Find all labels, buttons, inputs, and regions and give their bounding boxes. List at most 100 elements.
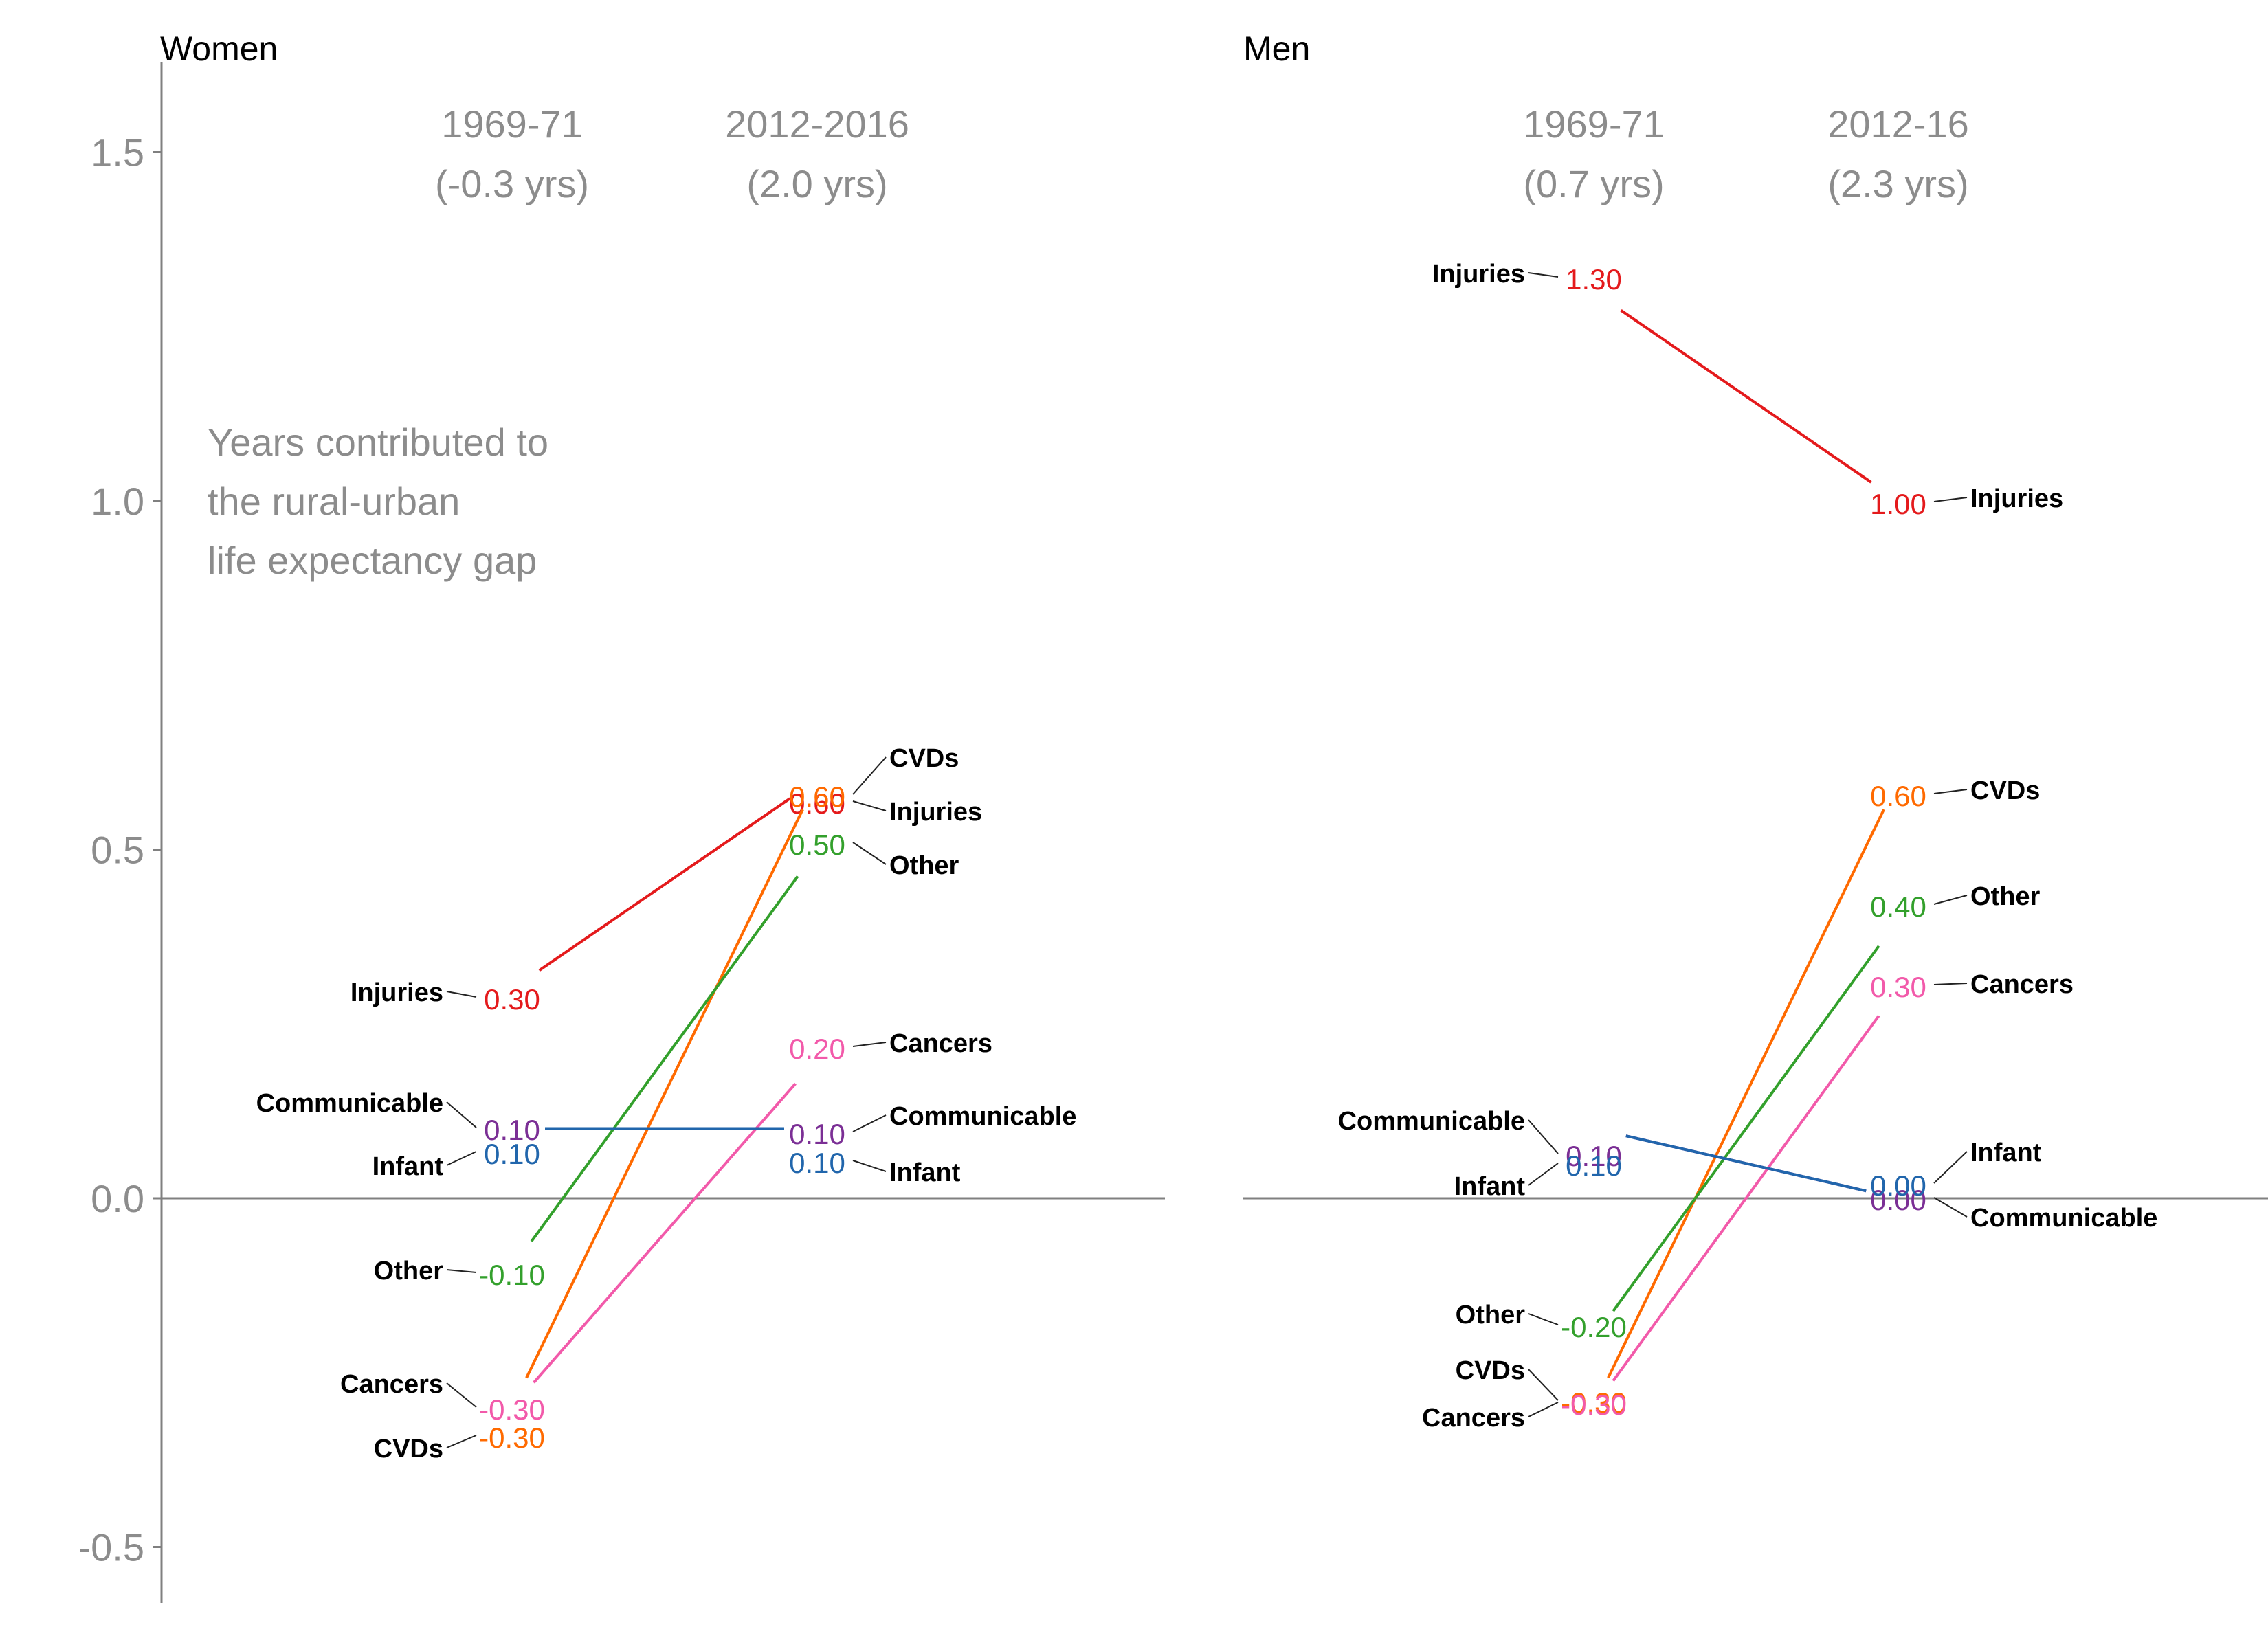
leader-line bbox=[1528, 272, 1559, 278]
category-label-cvds: CVDs bbox=[1456, 1356, 1525, 1385]
leader-line bbox=[852, 842, 887, 865]
leader-line bbox=[852, 1114, 887, 1132]
period-label: 2012-2016 bbox=[725, 102, 909, 146]
value-label-other: -0.10 bbox=[479, 1259, 545, 1291]
category-label-cvds: CVDs bbox=[374, 1435, 443, 1463]
category-label-other: Other bbox=[1456, 1301, 1526, 1330]
leader-line bbox=[446, 1151, 477, 1166]
category-label-cvds: CVDs bbox=[889, 744, 959, 773]
value-label-injuries: 1.00 bbox=[1870, 488, 1926, 520]
category-label-other: Other bbox=[889, 851, 959, 880]
leader-line bbox=[852, 800, 887, 811]
value-label-communicable: 0.00 bbox=[1870, 1184, 1926, 1216]
leader-line bbox=[446, 1435, 477, 1448]
category-label-injuries: Injuries bbox=[1432, 260, 1525, 289]
chart-note-line: the rural-urban bbox=[208, 480, 460, 523]
leader-line bbox=[446, 1382, 477, 1408]
period-label: 2012-16 bbox=[1827, 102, 1969, 146]
value-label-cvds: 0.60 bbox=[789, 781, 845, 813]
value-label-communicable: 0.10 bbox=[789, 1118, 845, 1150]
series-line-injuries bbox=[538, 797, 791, 972]
leader-line bbox=[852, 756, 887, 795]
leader-line bbox=[1933, 983, 1968, 985]
leader-line bbox=[1528, 1313, 1559, 1325]
value-label-communicable: 0.10 bbox=[1566, 1140, 1622, 1172]
leader-line bbox=[1528, 1119, 1559, 1154]
category-label-cancers: Cancers bbox=[1422, 1404, 1525, 1433]
period-total: (2.3 yrs) bbox=[1827, 162, 1968, 205]
category-label-injuries: Injuries bbox=[351, 978, 443, 1007]
y-tick-label: 0.5 bbox=[91, 829, 144, 872]
category-label-cvds: CVDs bbox=[1970, 776, 2040, 805]
leader-line bbox=[446, 991, 477, 998]
period-label: 1969-71 bbox=[441, 102, 583, 146]
leader-line bbox=[1528, 1402, 1559, 1417]
leader-line bbox=[1933, 789, 1968, 794]
leader-line bbox=[446, 1101, 477, 1128]
series-line-cancers bbox=[1612, 1015, 1880, 1382]
period-total: (0.7 yrs) bbox=[1523, 162, 1664, 205]
category-label-cancers: Cancers bbox=[1970, 970, 2074, 999]
panel-title: Women bbox=[160, 30, 278, 68]
value-label-other: -0.20 bbox=[1561, 1311, 1627, 1343]
value-label-infant: 0.10 bbox=[789, 1147, 845, 1179]
women-panel: Years contributed to the rural-urban life … bbox=[160, 30, 1165, 1463]
value-label-cancers: 0.20 bbox=[789, 1033, 845, 1065]
category-label-communicable: Communicable bbox=[1338, 1107, 1525, 1136]
chart-note-line: Years contributed to bbox=[208, 420, 548, 464]
series-line-cvds bbox=[525, 809, 804, 1379]
leader-line bbox=[446, 1269, 477, 1273]
period-label: 1969-71 bbox=[1523, 102, 1665, 146]
category-label-injuries: Injuries bbox=[889, 798, 982, 827]
category-label-cancers: Cancers bbox=[889, 1029, 992, 1058]
value-label-cvds: 0.60 bbox=[1870, 780, 1926, 812]
value-label-communicable: 0.10 bbox=[484, 1114, 540, 1146]
value-label-cancers: -0.30 bbox=[479, 1393, 545, 1426]
period-total: (2.0 yrs) bbox=[746, 162, 887, 205]
value-label-infant: 0.10 bbox=[484, 1138, 540, 1170]
category-label-infant: Infant bbox=[373, 1152, 444, 1181]
category-label-other: Other bbox=[1970, 882, 2041, 911]
category-label-cancers: Cancers bbox=[340, 1370, 443, 1399]
men-panel: Men 1969-71 (0.7 yrs) 2012-16 (2.3 yrs) 1.30 1… bbox=[1243, 30, 2268, 1433]
value-label-cancers: -0.30 bbox=[1561, 1389, 1627, 1421]
value-label-cvds: -0.30 bbox=[1561, 1387, 1627, 1419]
leader-line bbox=[1933, 895, 1968, 905]
value-label-infant: 0.10 bbox=[1566, 1149, 1622, 1182]
category-label-communicable: Communicable bbox=[1970, 1204, 2157, 1233]
period-total: (-0.3 yrs) bbox=[435, 162, 589, 205]
series-line-other bbox=[530, 875, 799, 1242]
category-label-infant: Infant bbox=[1970, 1138, 2042, 1167]
value-label-infant: 0.00 bbox=[1870, 1169, 1926, 1202]
panel-title: Men bbox=[1243, 30, 1310, 68]
category-label-other: Other bbox=[374, 1257, 444, 1286]
series-line-injuries bbox=[1620, 309, 1872, 484]
chart-note-line: life expectancy gap bbox=[208, 539, 537, 582]
y-tick-label: 0.0 bbox=[91, 1177, 144, 1220]
category-label-infant: Infant bbox=[889, 1158, 961, 1187]
leader-line bbox=[1933, 1151, 1968, 1184]
value-label-other: 0.40 bbox=[1870, 890, 1926, 923]
y-tick-label: 1.0 bbox=[91, 480, 144, 523]
value-label-injuries: 0.60 bbox=[789, 787, 845, 820]
series-line-other bbox=[1612, 945, 1880, 1312]
value-label-cvds: -0.30 bbox=[479, 1422, 545, 1454]
category-label-injuries: Injuries bbox=[1970, 484, 2063, 513]
leader-line bbox=[852, 1160, 887, 1172]
leader-line bbox=[1933, 1197, 1968, 1218]
series-line-cancers bbox=[533, 1082, 797, 1384]
series-line-cvds bbox=[1607, 809, 1885, 1379]
leader-line bbox=[1528, 1163, 1559, 1186]
value-label-injuries: 1.30 bbox=[1566, 263, 1622, 295]
category-label-communicable: Communicable bbox=[256, 1089, 443, 1118]
value-label-cancers: 0.30 bbox=[1870, 971, 1926, 1003]
leader-line bbox=[1933, 497, 1968, 502]
series-line-infant bbox=[1625, 1134, 1867, 1193]
leader-line bbox=[1528, 1369, 1559, 1401]
y-axis: -0.5 0.0 0.5 1.0 1.5 bbox=[78, 62, 163, 1603]
category-label-infant: Infant bbox=[1454, 1172, 1526, 1201]
category-label-communicable: Communicable bbox=[889, 1102, 1076, 1131]
y-tick-label: -0.5 bbox=[78, 1526, 145, 1569]
leader-line bbox=[852, 1042, 887, 1047]
